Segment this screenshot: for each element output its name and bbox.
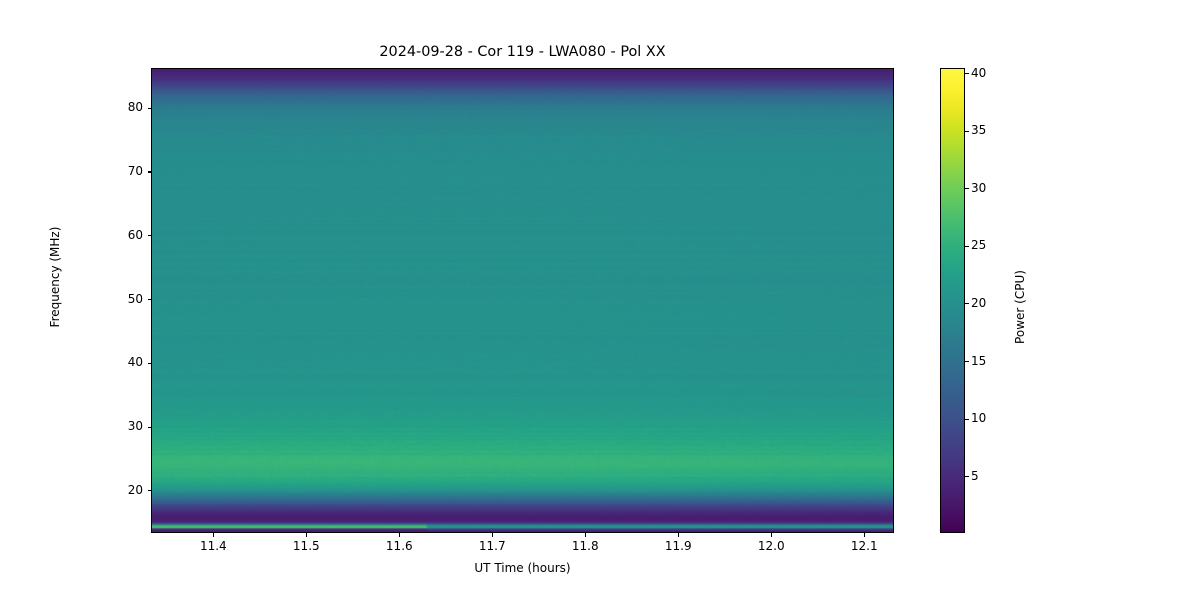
y-tick-mark bbox=[147, 298, 151, 301]
x-tick-mark bbox=[584, 533, 586, 537]
x-tick-mark bbox=[491, 533, 493, 537]
colorbar-tick-label: 20 bbox=[971, 295, 987, 310]
colorbar-label: Power (CPU) bbox=[1013, 270, 1027, 344]
y-tick-mark bbox=[147, 362, 151, 364]
y-tick-label: 20 bbox=[127, 482, 143, 497]
colorbar-tick-mark bbox=[965, 73, 969, 75]
colorbar-tick-label: 40 bbox=[971, 65, 987, 80]
x-tick-mark bbox=[863, 533, 865, 537]
colorbar-tick-mark bbox=[965, 303, 969, 305]
y-tick-mark bbox=[147, 171, 151, 173]
x-tick-mark bbox=[305, 533, 307, 537]
colorbar-tick-mark bbox=[965, 418, 969, 420]
y-tick-mark bbox=[147, 107, 151, 109]
x-axis-label: UT Time (hours) bbox=[474, 561, 571, 575]
x-tick-mark bbox=[770, 533, 772, 537]
colorbar-tick-label: 35 bbox=[971, 123, 987, 138]
colorbar-tick-mark bbox=[965, 245, 969, 247]
y-tick-label: 60 bbox=[127, 227, 143, 242]
x-tick-label: 11.4 bbox=[199, 539, 227, 553]
x-tick-mark bbox=[398, 533, 400, 537]
x-tick-label: 12.0 bbox=[757, 539, 785, 553]
colorbar-gradient bbox=[941, 69, 964, 532]
x-tick-label: 11.6 bbox=[385, 539, 413, 553]
x-tick-mark bbox=[677, 533, 679, 537]
y-tick-label: 40 bbox=[127, 355, 143, 370]
x-tick-label: 11.7 bbox=[478, 539, 506, 553]
colorbar-tick-mark bbox=[965, 476, 969, 478]
y-axis-label: Frequency (MHz) bbox=[48, 226, 62, 328]
colorbar-tick-label: 25 bbox=[971, 238, 987, 253]
y-tick-label: 30 bbox=[127, 419, 143, 434]
colorbar-tick-mark bbox=[965, 188, 969, 190]
colorbar bbox=[940, 68, 965, 533]
colorbar-tick-label: 5 bbox=[971, 468, 979, 483]
colorbar-tick-mark bbox=[965, 360, 969, 363]
y-tick-label: 50 bbox=[127, 291, 143, 306]
heatmap-image bbox=[152, 69, 893, 532]
dynamic-spectrum-plot-area bbox=[151, 68, 894, 533]
x-tick-label: 11.5 bbox=[292, 539, 320, 553]
x-tick-label: 12.1 bbox=[850, 539, 878, 553]
y-tick-label: 80 bbox=[127, 100, 143, 115]
colorbar-tick-label: 30 bbox=[971, 180, 987, 195]
y-tick-mark bbox=[147, 490, 151, 492]
colorbar-tick-label: 15 bbox=[971, 353, 987, 368]
x-tick-label: 11.8 bbox=[571, 539, 599, 553]
colorbar-tick-mark bbox=[965, 130, 969, 132]
y-tick-mark bbox=[147, 235, 151, 237]
x-tick-mark bbox=[212, 533, 214, 537]
colorbar-tick-label: 10 bbox=[971, 411, 987, 426]
heatmap-canvas bbox=[152, 69, 893, 532]
y-tick-mark bbox=[147, 426, 151, 428]
x-tick-label: 11.9 bbox=[664, 539, 692, 553]
page-title: 2024-09-28 - Cor 119 - LWA080 - Pol XX bbox=[379, 44, 666, 60]
y-tick-label: 70 bbox=[127, 163, 143, 178]
